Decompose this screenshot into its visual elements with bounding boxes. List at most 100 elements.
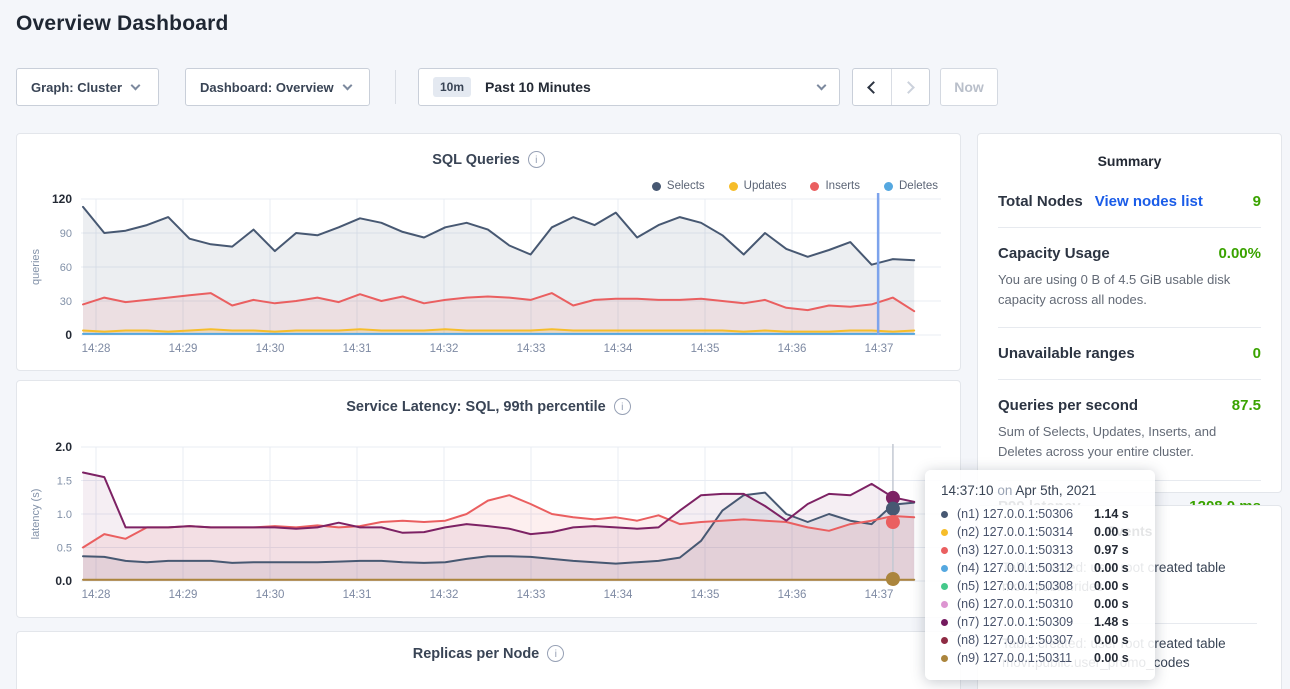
sql-queries-chart[interactable]: 14:2814:2914:3014:3114:3214:3314:3414:35… — [17, 134, 960, 370]
node-color-dot — [941, 619, 948, 626]
capacity-usage-label: Capacity Usage — [998, 245, 1110, 262]
qps-value: 87.5 — [1232, 397, 1261, 414]
node-address: (n6) 127.0.0.1:50310 — [957, 597, 1090, 611]
node-latency-value: 0.00 s — [1094, 525, 1129, 539]
node-latency-value: 0.00 s — [1094, 579, 1129, 593]
node-color-dot — [941, 601, 948, 608]
x-tick-label: 14:37 — [865, 589, 894, 601]
x-tick-label: 14:34 — [604, 589, 633, 601]
capacity-usage-value: 0.00% — [1218, 245, 1261, 262]
dashboard-dropdown-label: Dashboard: Overview — [200, 80, 334, 95]
node-address: (n5) 127.0.0.1:50308 — [957, 579, 1090, 593]
x-tick-label: 14:29 — [169, 343, 198, 355]
x-tick-label: 14:36 — [778, 589, 807, 601]
node-latency-value: 0.00 s — [1094, 597, 1129, 611]
time-back-button[interactable] — [853, 69, 891, 105]
hover-marker-dot — [886, 515, 900, 529]
hover-marker-dot — [886, 572, 900, 586]
now-button[interactable]: Now — [940, 68, 998, 106]
x-tick-label: 14:37 — [865, 343, 894, 355]
tooltip-rows: (n1) 127.0.0.1:503061.14 s(n2) 127.0.0.1… — [941, 505, 1139, 667]
dashboard-dropdown[interactable]: Dashboard: Overview — [185, 68, 370, 106]
x-tick-label: 14:28 — [82, 589, 111, 601]
tooltip-node-row: (n7) 127.0.0.1:50309 1.48 s — [941, 613, 1139, 631]
overview-dashboard-page: Overview Dashboard Graph: Cluster Dashbo… — [0, 0, 1290, 689]
node-latency-value: 0.97 s — [1094, 543, 1129, 557]
x-tick-label: 14:35 — [691, 343, 720, 355]
summary-panel: Summary Total Nodes View nodes list 9 Ca… — [977, 133, 1282, 493]
controls-divider — [395, 70, 396, 104]
x-tick-label: 14:30 — [256, 589, 285, 601]
y-tick-label: 60 — [60, 262, 72, 274]
capacity-usage-description: You are using 0 B of 4.5 GiB usable disk… — [998, 270, 1261, 310]
x-tick-label: 14:34 — [604, 343, 633, 355]
tooltip-node-row: (n9) 127.0.0.1:50311 0.00 s — [941, 649, 1139, 667]
node-color-dot — [941, 547, 948, 554]
tooltip-timestamp: 14:37:10 on Apr 5th, 2021 — [941, 483, 1139, 498]
chevron-down-icon — [817, 80, 827, 90]
y-axis-title: latency (s) — [30, 489, 42, 540]
page-title: Overview Dashboard — [16, 12, 229, 36]
node-latency-value: 0.00 s — [1094, 651, 1129, 665]
graph-dropdown[interactable]: Graph: Cluster — [16, 68, 159, 106]
view-nodes-list-link[interactable]: View nodes list — [1095, 193, 1203, 210]
tooltip-node-row: (n8) 127.0.0.1:503070.00 s — [941, 631, 1139, 649]
node-latency-value: 1.48 s — [1094, 615, 1129, 629]
node-address: (n1) 127.0.0.1:50306 — [957, 507, 1090, 521]
node-address: (n7) 127.0.0.1:50309 — [957, 615, 1090, 629]
x-tick-label: 14:29 — [169, 589, 198, 601]
y-tick-label: 90 — [60, 228, 72, 240]
y-tick-label: 120 — [52, 192, 72, 206]
node-color-dot — [941, 655, 948, 662]
node-address: (n8) 127.0.0.1:50307 — [957, 633, 1090, 647]
time-range-badge: 10m — [433, 77, 471, 97]
tooltip-node-row: (n3) 127.0.0.1:503130.97 s — [941, 541, 1139, 559]
node-latency-value: 1.14 s — [1094, 507, 1129, 521]
node-color-dot — [941, 529, 948, 536]
y-tick-label: 2.0 — [55, 440, 72, 454]
x-tick-label: 14:33 — [517, 343, 546, 355]
x-tick-label: 14:30 — [256, 343, 285, 355]
chevron-left-icon — [867, 81, 880, 94]
y-axis-title: queries — [30, 248, 42, 285]
info-icon[interactable]: i — [547, 645, 564, 662]
x-tick-label: 14:28 — [82, 343, 111, 355]
x-tick-label: 14:33 — [517, 589, 546, 601]
summary-row-qps: Queries per second 87.5 Sum of Selects, … — [998, 380, 1261, 480]
summary-row-total-nodes: Total Nodes View nodes list 9 — [998, 169, 1261, 228]
y-tick-label: 0.5 — [57, 543, 72, 555]
node-address: (n4) 127.0.0.1:50312 — [957, 561, 1090, 575]
summary-row-capacity: Capacity Usage 0.00% You are using 0 B o… — [998, 228, 1261, 328]
y-tick-label: 0.0 — [55, 574, 72, 588]
time-range-label: Past 10 Minutes — [485, 79, 591, 95]
tooltip-node-row: (n6) 127.0.0.1:50310 0.00 s — [941, 595, 1139, 613]
y-tick-label: 1.5 — [57, 476, 72, 488]
time-range-dropdown[interactable]: 10m Past 10 Minutes — [418, 68, 840, 106]
x-tick-label: 14:31 — [343, 343, 372, 355]
x-tick-label: 14:32 — [430, 589, 459, 601]
chevron-down-icon — [342, 80, 352, 90]
node-address: (n9) 127.0.0.1:50311 — [957, 651, 1090, 665]
x-tick-label: 14:31 — [343, 589, 372, 601]
node-color-dot — [941, 583, 948, 590]
time-forward-button[interactable] — [891, 69, 930, 105]
service-latency-chart[interactable]: 14:2814:2914:3014:3114:3214:3314:3414:35… — [17, 381, 960, 617]
replicas-per-node-card: Replicas per Node i — [16, 631, 961, 689]
total-nodes-value: 9 — [1253, 193, 1261, 210]
sql-queries-card: SQL Queries i SelectsUpdatesInsertsDelet… — [16, 133, 961, 371]
replicas-per-node-title: Replicas per Node — [413, 646, 540, 662]
qps-description: Sum of Selects, Updates, Inserts, and De… — [998, 422, 1261, 462]
graph-dropdown-label: Graph: Cluster — [31, 80, 122, 95]
unavailable-ranges-label: Unavailable ranges — [998, 345, 1135, 362]
unavailable-ranges-value: 0 — [1253, 345, 1261, 362]
tooltip-node-row: (n1) 127.0.0.1:50306 1.14 s — [941, 505, 1139, 523]
hover-marker-dot — [886, 502, 900, 516]
y-tick-label: 0 — [65, 328, 72, 342]
service-latency-card: Service Latency: SQL, 99th percentile i … — [16, 380, 961, 618]
node-color-dot — [941, 565, 948, 572]
y-tick-label: 1.0 — [57, 509, 72, 521]
node-color-dot — [941, 637, 948, 644]
node-latency-value: 0.00 s — [1094, 561, 1129, 575]
summary-title: Summary — [978, 153, 1281, 169]
time-nav-group — [852, 68, 930, 106]
